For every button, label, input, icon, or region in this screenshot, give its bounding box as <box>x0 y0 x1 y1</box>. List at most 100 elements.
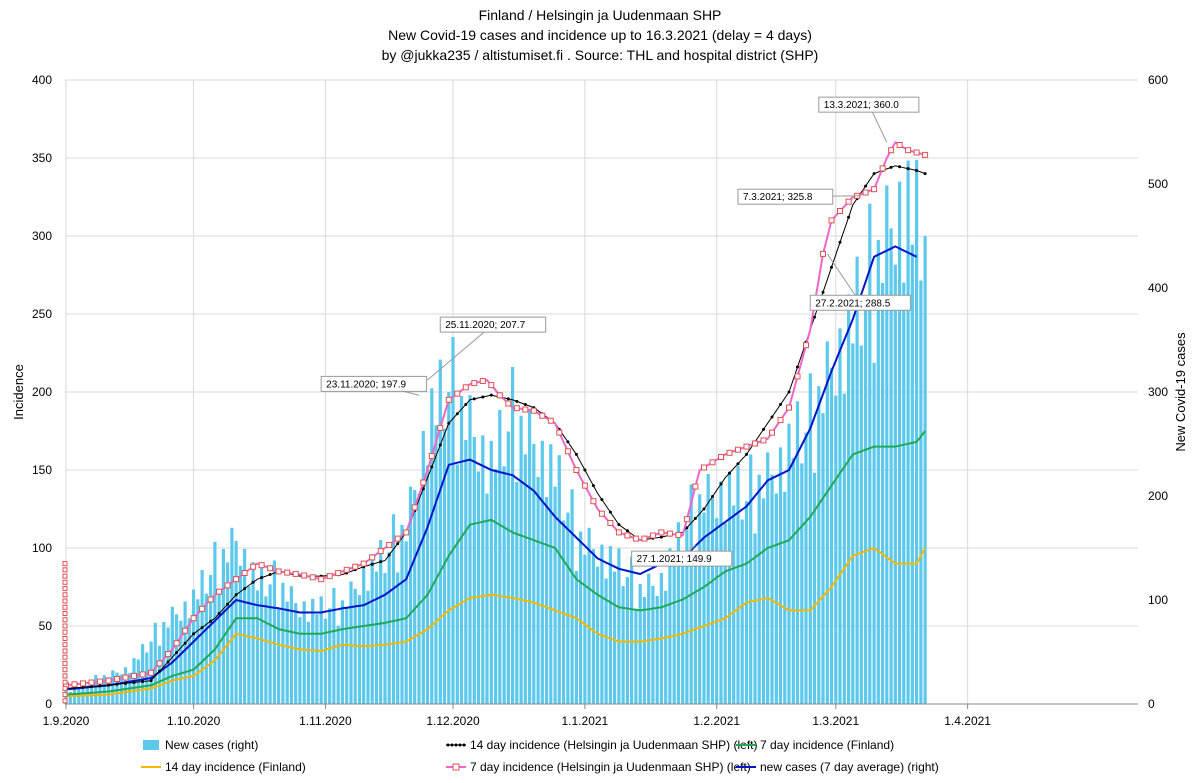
annotation-box <box>809 294 911 311</box>
y-tick-label: 50 <box>39 619 53 633</box>
hus-7day-marker <box>820 250 826 257</box>
hus-14day-marker <box>608 510 612 514</box>
hus-7day-marker <box>105 677 112 684</box>
new-cases-bar <box>511 367 515 704</box>
new-cases-bar <box>864 296 868 704</box>
new-cases-bar <box>302 601 306 704</box>
x-tick-label: 1.10.2020 <box>167 714 221 728</box>
early-data-marker <box>62 692 68 698</box>
new-cases-bar <box>574 570 578 704</box>
early-data-marker <box>62 685 68 691</box>
new-cases-bar <box>374 571 379 704</box>
early-data-marker <box>62 648 68 654</box>
legend-label: new cases (7 day average) (right) <box>760 760 939 774</box>
hus-14day-marker <box>728 471 731 475</box>
new-cases-bar <box>787 423 791 704</box>
hus-14day-marker <box>387 553 391 557</box>
hus-7day-marker <box>726 449 733 456</box>
new-cases-bar <box>221 548 225 704</box>
new-cases-bar <box>153 622 157 704</box>
hus-7day-marker <box>369 554 376 561</box>
legend-swatch-dot <box>450 743 454 747</box>
legend-swatch-dot <box>446 743 450 747</box>
new-cases-bar <box>515 481 519 704</box>
x-tick-label: 1.2.2021 <box>693 714 740 728</box>
annotation-label: 27.2.2021; 288.5 <box>815 298 891 309</box>
hus-14day-marker <box>685 526 689 530</box>
hus-14day-marker <box>813 315 816 319</box>
new-cases-bar <box>243 548 247 704</box>
new-cases-bar <box>540 440 544 704</box>
new-cases-bar <box>710 498 715 704</box>
new-cases-bar <box>923 236 927 704</box>
new-cases-bar <box>340 600 344 704</box>
hus-14day-marker <box>217 612 221 615</box>
hus-14day-marker <box>379 560 383 564</box>
new-cases-bar <box>613 571 617 704</box>
new-cases-bar <box>196 599 200 704</box>
new-cases-bar <box>906 160 910 705</box>
hus-7day-marker <box>216 588 223 595</box>
hus-14day-marker <box>370 562 374 566</box>
annotation-label: 7.3.2021; 325.8 <box>743 192 813 203</box>
hus-14day-marker <box>574 452 578 456</box>
hus-7day-marker <box>71 681 78 688</box>
hus-7day-marker <box>641 535 648 542</box>
new-cases-bar <box>587 527 591 704</box>
new-cases-bar <box>417 493 421 704</box>
new-cases-bar <box>851 343 855 704</box>
annotation-label: 25.11.2020; 207.7 <box>445 320 525 331</box>
hus-7day-marker <box>547 417 554 424</box>
hus-7day-marker <box>564 448 571 455</box>
new-cases-bar <box>638 583 642 704</box>
hus-14day-marker <box>659 535 663 539</box>
hus-7day-marker <box>675 531 682 538</box>
y-tick-label: 350 <box>32 151 52 165</box>
hus-14day-marker <box>141 680 145 683</box>
new-cases-bar <box>553 486 557 704</box>
hus-14day-marker <box>175 651 179 654</box>
new-cases-bar <box>753 533 757 704</box>
new-cases-bar <box>881 283 885 704</box>
new-cases-bar <box>247 586 251 704</box>
chart-subtitle: New Covid-19 cases and incidence up to 1… <box>388 27 812 43</box>
new-cases-bar <box>749 454 753 704</box>
new-cases-bar <box>451 337 455 704</box>
hus-7day-marker <box>769 429 775 436</box>
finland-7day-line <box>65 430 926 696</box>
early-data-marker <box>62 679 68 685</box>
new-cases-bar <box>698 494 702 704</box>
y-axis-label: Incidence <box>11 364 26 420</box>
hus-14day-marker <box>838 240 842 244</box>
new-cases-bar <box>532 444 536 704</box>
hus-7day-marker <box>284 569 291 576</box>
hus-7day-marker <box>913 149 920 156</box>
hus-7day-marker <box>539 412 546 419</box>
new-cases-bar <box>630 556 634 704</box>
hus-14day-marker <box>906 167 910 171</box>
hus-7day-marker <box>922 151 929 158</box>
new-cases-bar <box>740 519 744 704</box>
new-cases-bar <box>200 570 204 704</box>
annotation-leader <box>826 253 861 304</box>
new-cases-bar <box>485 493 489 704</box>
hus-14day-line <box>65 165 926 689</box>
new-cases-bar <box>876 239 880 704</box>
hus-7day-marker <box>156 660 163 667</box>
hus-7day-marker <box>454 390 461 397</box>
new-cases-bar <box>783 491 787 704</box>
hus-7day-marker <box>335 570 342 576</box>
new-cases-bar <box>608 546 612 704</box>
new-cases-bar <box>774 493 778 704</box>
new-cases-bar <box>766 452 770 704</box>
new-cases-bar <box>306 621 310 704</box>
new-cases-bar <box>285 601 289 704</box>
new-cases-bar <box>770 474 774 704</box>
hus-7day-marker <box>718 454 724 460</box>
new-cases-bar <box>98 683 102 704</box>
hus-14day-marker <box>625 529 629 533</box>
hus-7day-marker <box>250 563 257 570</box>
hus-14day-marker <box>779 403 782 406</box>
hus-14day-marker <box>260 576 264 580</box>
